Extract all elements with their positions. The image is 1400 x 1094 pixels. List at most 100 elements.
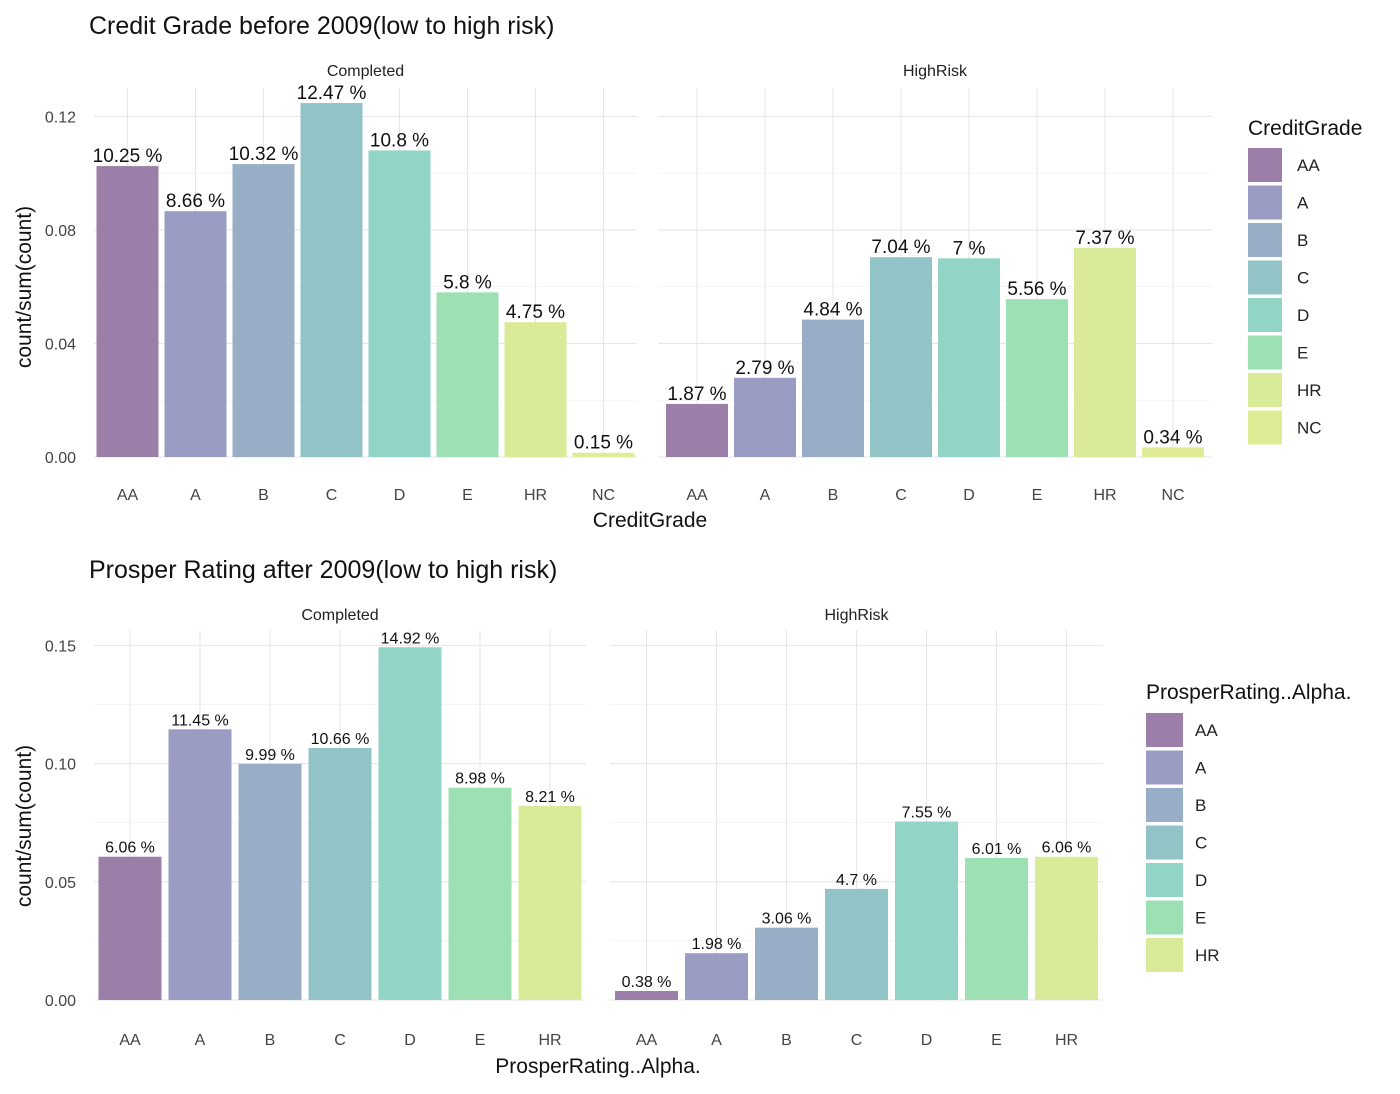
data-label: 5.56 % [1007,279,1066,300]
x-tick-label: A [190,487,201,504]
legend-label: D [1195,871,1207,890]
facet-completed: Completed 10.25 % AA 8.66 % A 10.32 % B 12.47 %… [93,63,637,504]
bar-e [436,292,499,457]
legend-key-a [1248,185,1282,220]
bar-d [368,150,431,457]
data-label: 4.84 % [803,300,862,321]
legend-label: AA [1195,721,1218,740]
data-label: 2.79 % [735,358,794,379]
data-label: 6.01 % [972,841,1022,858]
y-tick-label: 0.12 [45,109,76,126]
legend-title: CreditGrade [1248,117,1362,140]
chart-title: Credit Grade before 2009(low to high ris… [89,12,555,40]
bar-e [1006,299,1068,457]
legend-key-nc [1248,410,1282,445]
data-label: 10.66 % [311,731,370,748]
legend-label: AA [1297,156,1320,175]
bar-a [168,729,232,1000]
data-label: 11.45 % [171,712,229,729]
x-tick-label: D [404,1032,416,1049]
data-label: 4.7 % [836,872,877,889]
bar-a [164,211,227,457]
prosper-rating-chart: Prosper Rating after 2009(low to high ri… [13,556,1351,1078]
y-tick-label: 0.04 [45,336,76,353]
legend-key-a [1146,750,1183,785]
x-tick-label: HR [1093,487,1116,504]
x-axis-label: ProsperRating..Alpha. [495,1055,700,1078]
facet-completed: Completed 6.06 % AA 11.45 % A 9.99 % B 10.66 % C… [94,607,586,1049]
legend-label: E [1297,344,1308,363]
legend-key-hr [1248,373,1282,407]
data-label: 7.37 % [1075,228,1134,249]
x-tick-label: NC [592,487,615,504]
legend-label: E [1195,909,1206,928]
legend-label: HR [1195,946,1220,965]
credit-grade-chart: Credit Grade before 2009(low to high ris… [13,12,1362,532]
bar-hr [504,322,567,457]
data-label: 1.87 % [667,384,726,405]
x-tick-label: AA [686,487,708,504]
x-tick-label: HR [524,487,547,504]
x-tick-label: A [195,1032,206,1049]
data-label: 8.66 % [166,191,225,212]
data-label: 1.98 % [692,936,742,953]
x-axis-label: CreditGrade [593,509,707,532]
x-tick-label: C [334,1032,346,1049]
bar-hr [1035,856,1098,1000]
x-tick-label: C [851,1032,863,1049]
legend-key-aa [1248,148,1282,182]
bar-b [802,319,864,457]
data-label: 0.15 % [574,433,633,454]
bar-d [938,258,1000,457]
data-label: 6.06 % [1042,840,1092,857]
bar-aa [96,166,159,458]
data-label: 14.92 % [381,630,440,647]
legend-key-b [1146,788,1183,822]
y-tick-label: 0.08 [45,223,76,240]
bar-hr [1074,247,1136,457]
bar-a [734,377,796,457]
legend-key-hr [1146,938,1183,972]
data-label: 5.8 % [443,272,492,293]
legend-key-d [1146,863,1183,897]
legend-label: NC [1297,419,1322,438]
y-tick-label: 0.00 [45,450,76,467]
data-label: 4.75 % [506,302,565,323]
data-label: 0.34 % [1143,427,1202,448]
legend-label: B [1297,231,1308,250]
bar-a [685,953,748,1000]
bar-c [300,103,363,457]
legend-key-b [1248,223,1282,257]
x-tick-label: B [258,487,269,504]
x-tick-label: B [265,1032,276,1049]
facet-strip-label: HighRisk [824,607,889,624]
legend-key-c [1146,825,1183,860]
x-tick-label: D [921,1032,933,1049]
x-tick-label: D [394,487,406,504]
x-tick-label: NC [1161,487,1184,504]
legend-key-d [1248,298,1282,332]
y-tick-label: 0.15 [45,638,76,655]
legend-label: A [1195,759,1207,778]
bar-hr [518,805,582,1000]
x-tick-label: AA [636,1032,658,1049]
x-tick-label: D [963,487,975,504]
chart-title: Prosper Rating after 2009(low to high ri… [89,556,557,584]
facet-strip-label: Completed [327,63,404,80]
data-label: 3.06 % [762,911,812,928]
bar-b [238,763,302,1000]
x-tick-label: A [760,487,771,504]
legend-label: A [1297,194,1309,213]
data-label: 9.99 % [245,747,295,764]
data-label: 7.04 % [871,237,930,258]
bar-b [755,927,818,1000]
legend-title: ProsperRating..Alpha. [1146,681,1351,704]
data-label: 10.8 % [370,130,429,151]
bar-aa [615,991,678,1000]
x-tick-label: AA [117,487,139,504]
x-tick-label: B [828,487,839,504]
x-tick-label: C [326,487,338,504]
y-tick-label: 0.00 [45,993,76,1010]
legend-label: B [1195,796,1206,815]
